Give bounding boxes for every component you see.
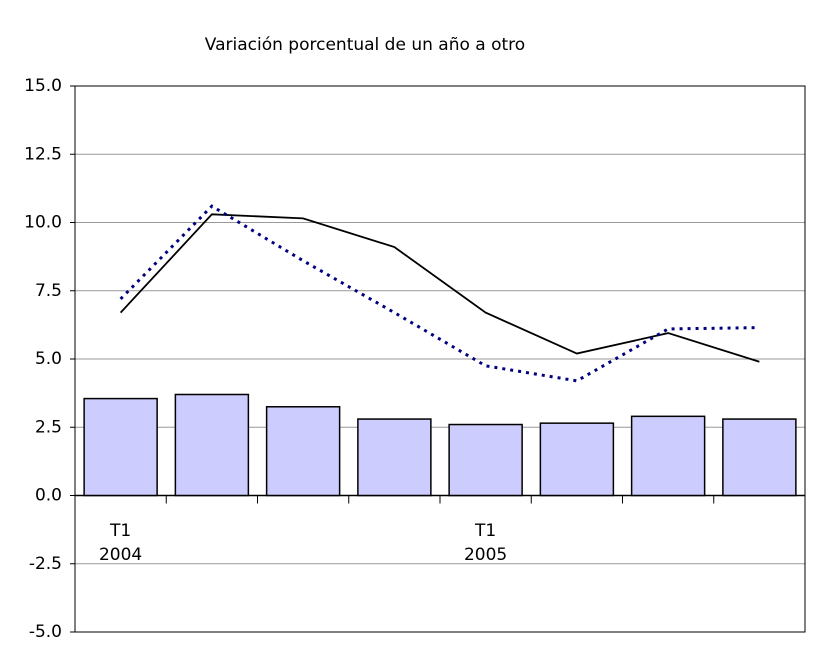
- y-tick-label: 7.5: [35, 281, 62, 301]
- y-tick-label: 12.5: [24, 144, 62, 164]
- x-tick-label: T1 2004: [98, 520, 143, 565]
- bar: [630, 415, 706, 497]
- y-tick-label: 2.5: [35, 417, 62, 437]
- y-tick-label: -2.5: [29, 554, 62, 574]
- y-tick-label: -5.0: [29, 622, 62, 642]
- bar: [448, 423, 523, 497]
- y-tick-label: 15.0: [24, 76, 62, 96]
- line: [119, 204, 760, 383]
- bar: [265, 406, 341, 497]
- chart-title: Variación porcentual de un año a otro: [205, 35, 525, 55]
- bar: [357, 418, 432, 497]
- y-tick-label: 10.0: [24, 213, 62, 233]
- bar: [174, 393, 250, 497]
- bar: [539, 422, 615, 497]
- x-tick-label: T1 2005: [463, 520, 508, 565]
- bar: [83, 397, 158, 497]
- plot-border: [74, 85, 806, 633]
- y-tick-label: 5.0: [35, 349, 62, 369]
- bar: [722, 418, 797, 497]
- line: [119, 213, 760, 363]
- y-tick-label: 0.0: [35, 486, 62, 506]
